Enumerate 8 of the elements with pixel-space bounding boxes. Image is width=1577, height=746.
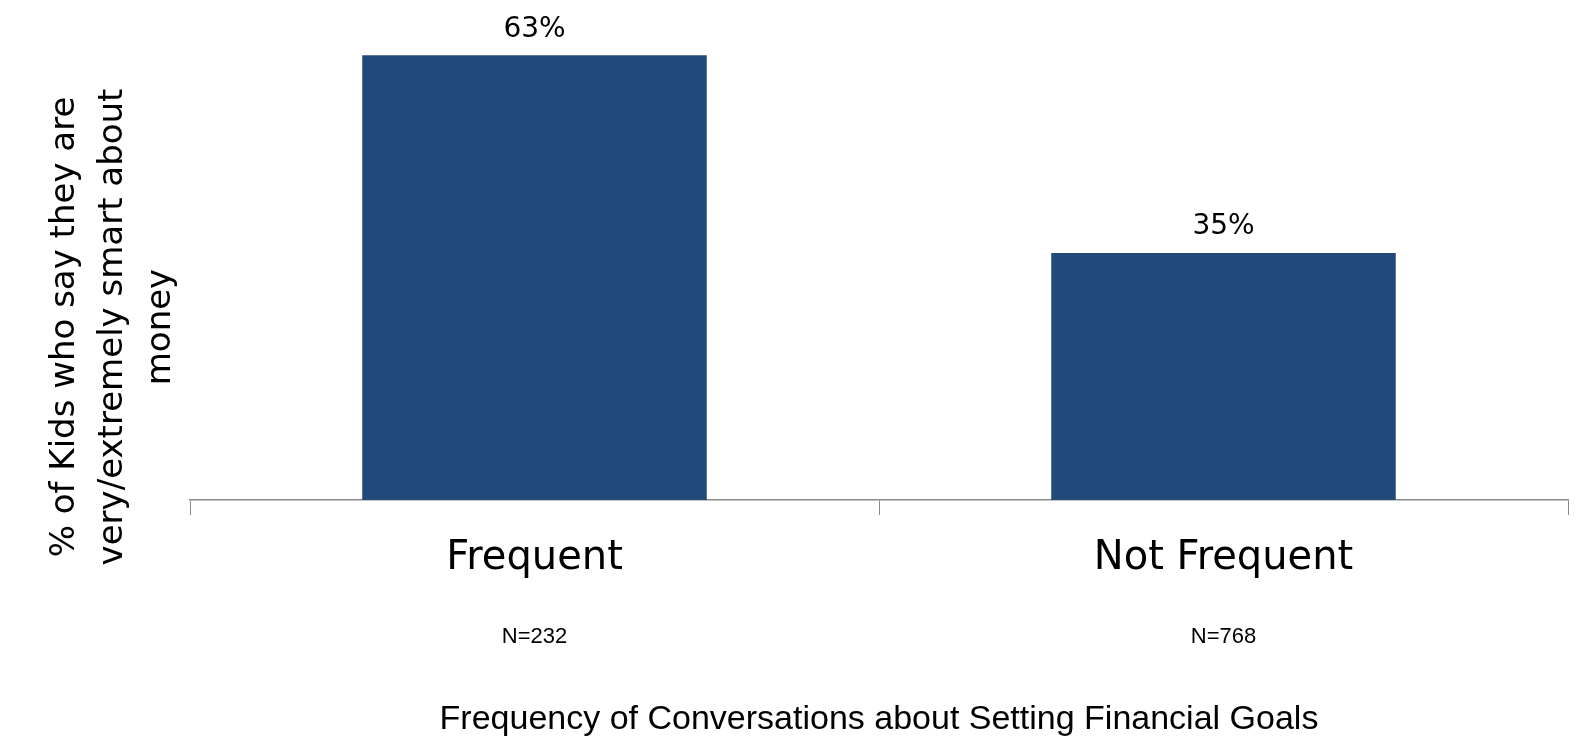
- y-axis-title: % of Kids who say they are very/extremely smart about money: [41, 87, 179, 568]
- text: N=768: [1190, 623, 1257, 649]
- text: N=232: [501, 623, 568, 649]
- x-tick-label: Not Frequent: [1093, 532, 1354, 579]
- x-axis-title: Frequency of Conversations about Setting Financial Goals: [438, 698, 1320, 737]
- data-label: 35%: [1192, 208, 1255, 242]
- data-label: 63%: [503, 10, 566, 44]
- x-tick-label: Frequent: [446, 532, 623, 579]
